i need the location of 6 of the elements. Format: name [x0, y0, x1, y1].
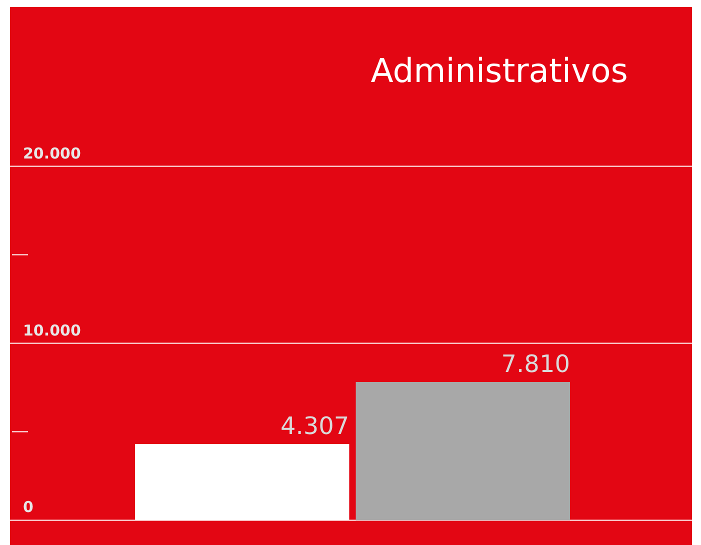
y-tick-label: 20.000	[23, 144, 81, 162]
data-label: 7.810	[501, 350, 570, 378]
y-tick-label: 0	[23, 498, 34, 516]
data-label: 4.307	[280, 412, 350, 440]
text: Administrativos	[370, 51, 628, 90]
y-tick-label: 10.000	[23, 321, 81, 340]
